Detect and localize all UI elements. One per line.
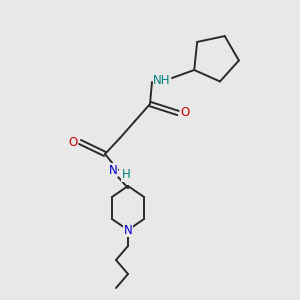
- Text: O: O: [68, 136, 78, 148]
- Text: NH: NH: [153, 74, 171, 86]
- Text: N: N: [109, 164, 117, 176]
- Text: O: O: [180, 106, 190, 119]
- Text: N: N: [124, 224, 132, 236]
- Text: H: H: [122, 169, 130, 182]
